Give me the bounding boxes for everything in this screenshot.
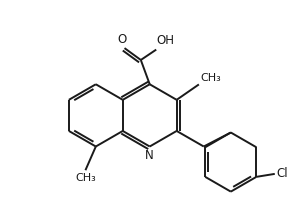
Text: CH₃: CH₃: [200, 73, 221, 83]
Text: CH₃: CH₃: [75, 173, 96, 183]
Text: O: O: [117, 33, 127, 46]
Text: OH: OH: [157, 34, 175, 47]
Text: Cl: Cl: [276, 167, 288, 180]
Text: N: N: [145, 149, 154, 162]
